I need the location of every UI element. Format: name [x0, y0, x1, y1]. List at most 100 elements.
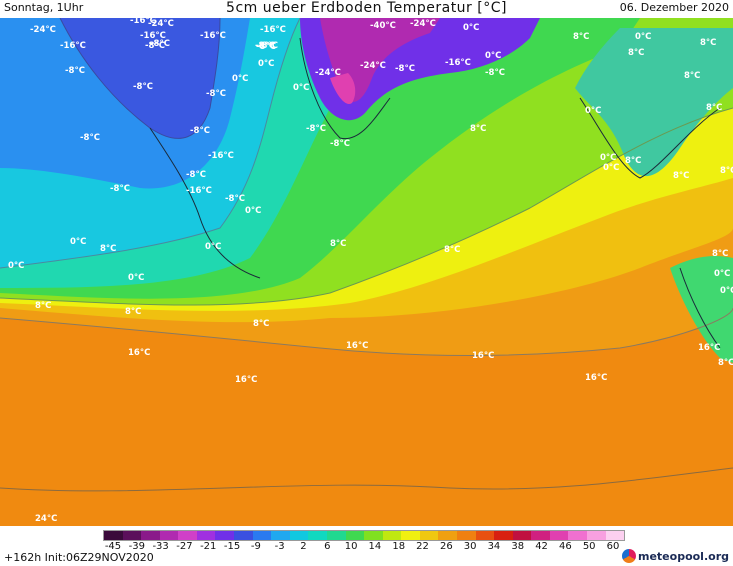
temperature-label: -40°C [370, 21, 396, 31]
color-scale-swatch [289, 531, 309, 540]
color-scale-swatch [308, 531, 327, 540]
color-scale-swatch [252, 531, 272, 540]
temperature-label: 0°C [128, 273, 144, 283]
temperature-label: 8°C [573, 32, 589, 42]
temperature-label: 0°C [258, 59, 274, 69]
temperature-label: 0°C [714, 269, 730, 279]
color-scale-swatch [271, 531, 290, 540]
color-scale-tick: 30 [463, 541, 477, 552]
temperature-label: -8°C [330, 139, 350, 149]
temperature-label: -8°C [225, 194, 245, 204]
temperature-label: 8°C [712, 249, 728, 259]
temperature-label: -16°C [60, 41, 86, 51]
map-title: 5cm ueber Erdboden Temperatur [°C] [226, 0, 507, 16]
color-scale-swatch [234, 531, 253, 540]
isotherm-8 [0, 107, 733, 306]
color-scale-swatch [531, 531, 550, 540]
temperature-label: 0°C [635, 32, 651, 42]
isotherm-24 [0, 467, 733, 492]
temperature-label: -16°C [260, 25, 286, 35]
isotherm-16 [0, 307, 733, 356]
color-scale-swatch [122, 531, 142, 540]
temperature-label: 8°C [625, 156, 641, 166]
color-scale-tick: 50 [582, 541, 596, 552]
color-scale-tick: 2 [300, 541, 307, 552]
temperature-label: 0°C [603, 163, 619, 173]
color-scale-tick: -45 [104, 541, 122, 552]
coastline-uk [679, 267, 721, 349]
color-scale-tick: 10 [344, 541, 358, 552]
color-scale-swatch [438, 531, 457, 540]
forecast-time: Sonntag, 1Uhr [4, 1, 84, 14]
isotherm-minus-8 [59, 18, 221, 139]
temperature-label: -24°C [30, 25, 56, 35]
temperature-label: 16°C [346, 341, 368, 351]
color-scale-tick: -9 [250, 541, 261, 552]
temperature-label: -16°C [130, 18, 156, 26]
temperature-map-svg: -24°C -16°C -24°C -16°C -8°C -16°C -16°C -8°C -8… [0, 18, 733, 526]
temperature-label: 8°C [718, 358, 733, 368]
temperature-label: 0°C [720, 286, 733, 296]
color-scale-swatch [178, 531, 197, 540]
meteopool-logo-text: meteopool.org [638, 549, 729, 563]
color-scale-tick: 22 [416, 541, 429, 552]
temperature-label: 8°C [35, 301, 51, 311]
color-scale-tick: 14 [368, 541, 382, 552]
temperature-label: 8°C [125, 307, 141, 317]
color-scale-tick: 18 [392, 541, 406, 552]
temperature-map: -24°C -16°C -24°C -16°C -8°C -16°C -16°C -8°C -8… [0, 18, 733, 526]
color-scale-tick: -15 [223, 541, 241, 552]
temperature-label: 8°C [684, 71, 700, 81]
temperature-label: -24°C [315, 68, 341, 78]
forecast-date: 06. Dezember 2020 [619, 1, 729, 14]
temperature-label: 8°C [673, 171, 689, 181]
color-scale-swatch [364, 531, 383, 540]
color-scale-tick: -33 [152, 541, 169, 552]
temperature-label: -8°C [150, 39, 170, 49]
temperature-label: 8°C [330, 239, 346, 249]
color-scale-swatch [159, 531, 179, 540]
scandinavia-region [575, 28, 733, 177]
meteopool-logo[interactable]: meteopool.org [622, 547, 729, 565]
temperature-label: 0°C [485, 51, 501, 61]
color-scale-swatch [141, 531, 160, 540]
color-scale-swatch [494, 531, 513, 540]
color-scale-swatch [345, 531, 365, 540]
temperature-label: 8°C [470, 124, 486, 134]
color-scale-swatch [326, 531, 346, 540]
temperature-label: 16°C [472, 351, 494, 361]
coastline-canada [149, 127, 261, 279]
color-scale-ticks: -45 -39 -33 -27 -21 -15 -9 -3 2 6 10 14 18 22 26 30 34 38… [103, 541, 625, 553]
color-scale-swatch [456, 531, 476, 540]
color-scale-bar [103, 530, 625, 541]
color-scale-swatch [587, 531, 606, 540]
isotherm-0 [0, 18, 301, 269]
temperature-label: 16°C [585, 373, 607, 383]
color-scale-swatch [568, 531, 588, 540]
temperature-label: 8°C [700, 38, 716, 48]
temperature-label: 16°C [698, 343, 720, 353]
temperature-label: -16°C [445, 58, 471, 68]
temperature-label: -8°C [395, 64, 415, 74]
temperature-label: 8°C [628, 48, 644, 58]
temperature-label: -8°C [258, 41, 278, 51]
color-legend: -45 -39 -33 -27 -21 -15 -9 -3 2 6 10 14 18 22 26 30 34 38… [0, 526, 733, 566]
color-scale-swatch [475, 531, 495, 540]
temperature-label: 0°C [8, 261, 24, 271]
temperature-label: -8°C [306, 124, 326, 134]
color-scale-tick: -39 [128, 541, 145, 552]
color-scale-tick: -21 [200, 541, 217, 552]
color-scale-tick: 38 [511, 541, 525, 552]
color-scale-swatch [512, 531, 532, 540]
temperature-label: 8°C [720, 166, 733, 176]
temperature-label: -24°C [360, 61, 386, 71]
color-scale-swatch [605, 531, 625, 540]
temperature-label: 0°C [70, 237, 86, 247]
temperature-label: 0°C [463, 23, 479, 33]
temperature-label: 0°C [293, 83, 309, 93]
temperature-label: 8°C [253, 319, 269, 329]
coastline-scandinavia [579, 97, 721, 179]
color-scale-swatch [215, 531, 235, 540]
color-scale-swatch [196, 531, 216, 540]
